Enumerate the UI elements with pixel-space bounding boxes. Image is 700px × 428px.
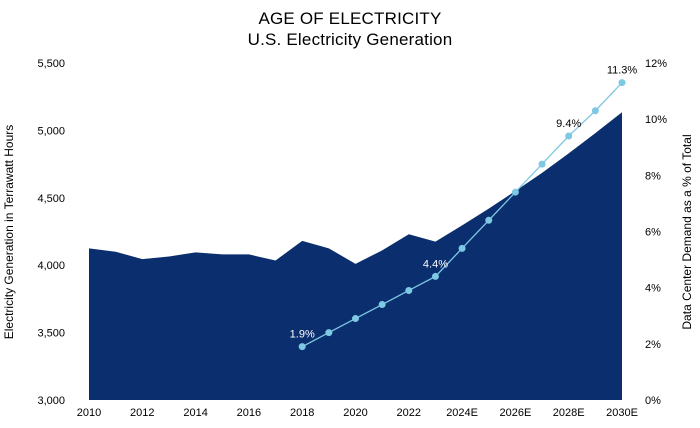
x-tick-label: 2016 (237, 407, 261, 419)
data-label: 1.9% (290, 329, 315, 341)
y-left-tick-label: 5,500 (37, 58, 65, 70)
data-center-point (538, 160, 546, 168)
y-left-tick-label: 3,000 (37, 395, 65, 407)
x-tick-label: 2022 (397, 407, 421, 419)
y-right-tick-label: 10% (645, 114, 667, 126)
x-tick-label: 2026E (499, 407, 531, 419)
data-center-point (591, 107, 599, 115)
data-center-point (352, 315, 359, 323)
data-center-point (565, 132, 573, 140)
y-left-tick-label: 3,500 (37, 328, 65, 340)
chart-subtitle: U.S. Electricity Generation (247, 30, 453, 49)
data-center-point (618, 79, 626, 87)
y-right-tick-label: 0% (645, 395, 661, 407)
x-tick-label: 2028E (553, 407, 585, 419)
data-label: 4.4% (423, 258, 448, 270)
data-center-point (378, 301, 386, 309)
chart-title: AGE OF ELECTRICITY (258, 9, 442, 28)
y-left-tick-label: 4,500 (37, 193, 65, 205)
data-center-point (458, 244, 466, 252)
data-center-point (298, 343, 306, 351)
y-left-tick-label: 5,000 (37, 125, 65, 137)
y-right-tick-label: 2% (645, 339, 661, 351)
y-right-tick-label: 4% (645, 283, 661, 295)
x-tick-label: 2020 (343, 407, 367, 419)
y-left-axis-title: Electricity Generation in Terrawatt Hour… (2, 125, 16, 340)
x-tick-label: 2030E (606, 407, 638, 419)
y-left-tick-label: 4,000 (37, 260, 65, 272)
x-tick-label: 2018 (290, 407, 314, 419)
x-tick-label: 2014 (183, 407, 207, 419)
y-right-tick-label: 6% (645, 227, 661, 239)
data-label: 11.3% (607, 65, 638, 77)
y-right-axis-title: Data Center Demand as a % of Total (680, 134, 694, 329)
y-right-tick-label: 12% (645, 58, 667, 70)
data-center-point (485, 216, 493, 224)
data-center-point (511, 188, 519, 196)
x-tick-label: 2012 (130, 407, 154, 419)
data-center-point (325, 329, 333, 337)
data-center-point (405, 286, 413, 294)
data-center-point (431, 272, 439, 280)
generation-area (89, 112, 622, 401)
data-label: 9.4% (556, 118, 581, 130)
x-tick-label: 2024E (446, 407, 478, 419)
y-right-tick-label: 8% (645, 170, 661, 182)
x-tick-label: 2010 (77, 407, 101, 419)
